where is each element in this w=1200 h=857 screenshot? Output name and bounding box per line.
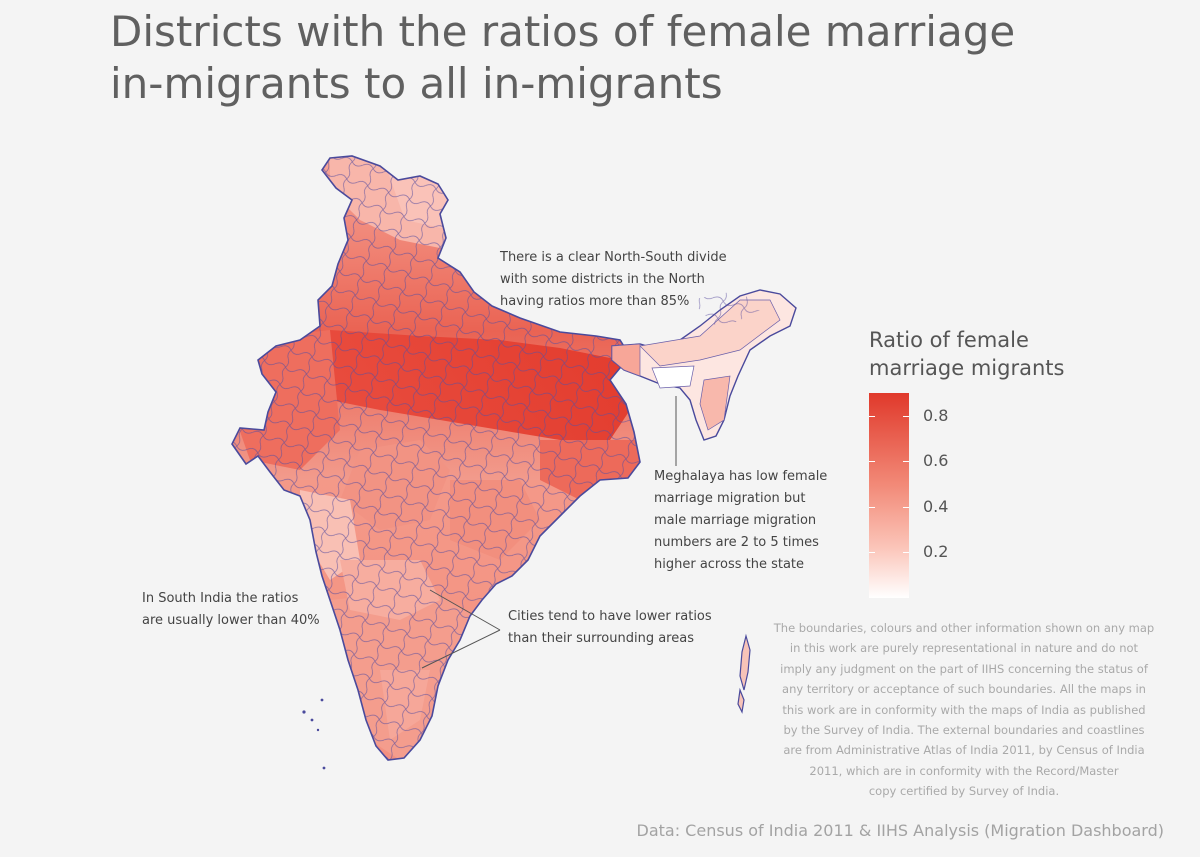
disclaimer-line: imply any judgment on the part of IIHS c… <box>780 661 1148 676</box>
legend-tick-mark <box>869 506 875 508</box>
annotation-north-south: There is a clear North-South divide with… <box>500 247 727 313</box>
disclaimer-line: any territory or acceptance of such boun… <box>782 682 1146 697</box>
data-source-caption: Data: Census of India 2011 & IIHS Analys… <box>636 821 1165 840</box>
legend-tick-mark <box>903 552 909 554</box>
map-title-line-1: Districts with the ratios of female marr… <box>110 7 1016 56</box>
disclaimer-line: in this work are purely representational… <box>789 641 1139 656</box>
legend-tick-mark <box>903 506 909 508</box>
legend-tick-mark <box>903 461 909 463</box>
annotation-meghalaya-line-1: Meghalaya has low female <box>654 469 828 484</box>
legend-tick-mark <box>869 461 875 463</box>
legend-tick-label: 0.6 <box>923 451 949 471</box>
annotation-meghalaya-line-2: marriage migration but <box>654 491 806 506</box>
legend-tick-label: 0.8 <box>923 405 949 425</box>
annotation-cities: Cities tend to have lower ratios than th… <box>508 606 712 650</box>
legend-tick-label: 0.4 <box>923 496 949 516</box>
annotation-north-south-line-2: with some districts in the North <box>500 272 705 287</box>
map-title-line-2: in-migrants to all in-migrants <box>110 59 723 108</box>
andaman-islands <box>737 633 751 714</box>
annotation-meghalaya-line-5: higher across the state <box>654 557 805 572</box>
annotation-south-line-2: are usually lower than 40% <box>142 613 320 628</box>
lakshadweep-islands <box>302 698 326 770</box>
legend-title-line-1: Ratio of female <box>869 328 1029 352</box>
cities-pointer-lines <box>421 589 501 669</box>
disclaimer-line: The boundaries, colours and other inform… <box>773 621 1155 635</box>
disclaimer-line: copy certified by Survey of India. <box>868 784 1060 799</box>
annotation-north-south-line-1: There is a clear North-South divide <box>500 250 727 265</box>
annotation-north-south-line-3: having ratios more than 85% <box>500 294 690 309</box>
annotation-south-line-1: In South India the ratios <box>142 591 299 606</box>
disclaimer-line: this work are in conformity with the map… <box>782 702 1146 717</box>
mainland-districts <box>232 156 640 760</box>
legend-color-bar <box>869 393 909 598</box>
legend-tick-label: 0.2 <box>923 542 949 562</box>
map-title: Districts with the ratios of female marr… <box>110 6 1070 110</box>
northeast-districts <box>611 289 797 441</box>
annotation-south-india: In South India the ratios are usually lo… <box>142 588 320 632</box>
annotation-meghalaya: Meghalaya has low female marriage migrat… <box>654 466 827 576</box>
annotation-cities-line-2: than their surrounding areas <box>508 631 694 646</box>
legend-tick-mark <box>869 415 875 417</box>
legend-tick-mark <box>869 552 875 554</box>
legend-title-line-2: marriage migrants <box>869 356 1065 380</box>
annotation-cities-line-1: Cities tend to have lower ratios <box>508 609 712 624</box>
disclaimer-line: are from Administrative Atlas of India 2… <box>783 743 1145 758</box>
disclaimer-line: 2011, which are in conformity with the R… <box>809 763 1119 778</box>
annotation-meghalaya-line-4: numbers are 2 to 5 times <box>654 535 819 550</box>
legend-tick-mark <box>903 415 909 417</box>
disclaimer-line: by the Survey of India. The external bou… <box>783 723 1145 738</box>
legend-title: Ratio of female marriage migrants <box>869 326 1064 382</box>
map-disclaimer: The boundaries, colours and other inform… <box>762 618 1166 802</box>
annotation-meghalaya-line-3: male marriage migration <box>654 513 817 528</box>
